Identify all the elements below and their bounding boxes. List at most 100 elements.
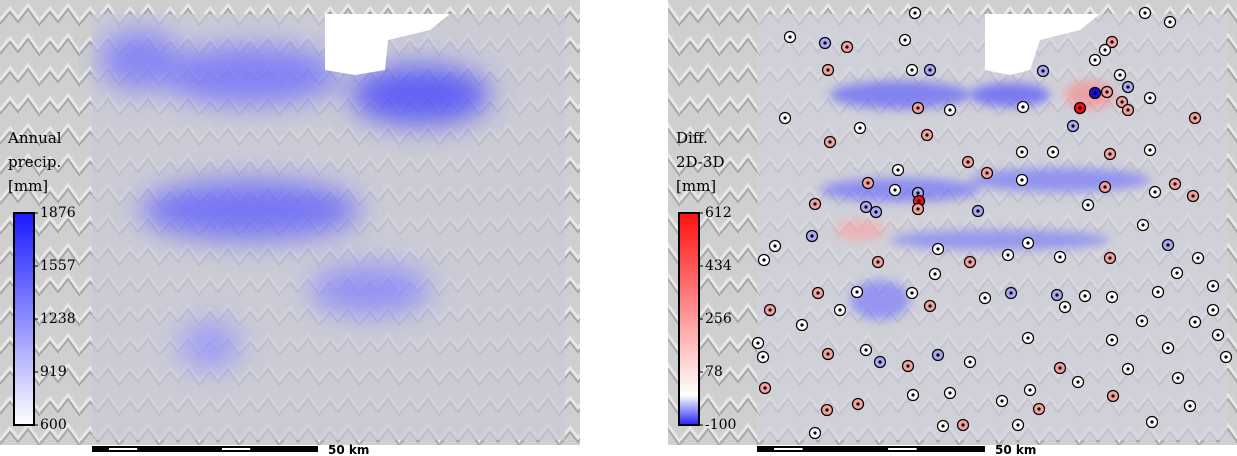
station-dot [762, 258, 765, 261]
station-dot [1126, 85, 1129, 88]
station-dot [783, 116, 786, 119]
station-dot [913, 11, 916, 14]
station-dot [948, 108, 951, 111]
station-dot [1026, 336, 1029, 339]
station-dot [1166, 243, 1169, 246]
station-dot [936, 353, 939, 356]
station-dot [810, 234, 813, 237]
station-dot [1188, 404, 1191, 407]
station-dot [893, 188, 896, 191]
station-dot [866, 181, 869, 184]
station-dot [1103, 48, 1106, 51]
station-dot [1216, 333, 1219, 336]
station-dot [838, 308, 841, 311]
station-dot [1058, 255, 1061, 258]
station-dot [773, 244, 776, 247]
station-dot [828, 140, 831, 143]
station-dot [1108, 256, 1111, 259]
station-dot [788, 35, 791, 38]
station-dot [941, 424, 944, 427]
station-dot [936, 247, 939, 250]
colorbar-tick-label: 600 [40, 417, 67, 433]
station-dot [864, 348, 867, 351]
scale-bar-label: 50 km [995, 443, 1036, 456]
station-dot [1071, 124, 1074, 127]
station-dot [917, 199, 920, 202]
station-dot [1191, 194, 1194, 197]
station-dot [1168, 20, 1171, 23]
station-dot [856, 402, 859, 405]
scale-bar-segment [109, 448, 137, 450]
station-dot [1020, 178, 1023, 181]
station-dot [1193, 116, 1196, 119]
station-dot [1196, 256, 1199, 259]
station-dot [968, 260, 971, 263]
station-dot [1093, 91, 1096, 94]
station-dot [925, 133, 928, 136]
station-dot [1118, 73, 1121, 76]
station-dot [1120, 100, 1123, 103]
station-dot [1111, 394, 1114, 397]
station-dot [983, 296, 986, 299]
station-dot [910, 68, 913, 71]
station-dot [1041, 69, 1044, 72]
colorbar-tick-label: 1238 [40, 311, 76, 327]
station-dot [763, 386, 766, 389]
station-dot [1051, 150, 1054, 153]
station-dot [826, 68, 829, 71]
station-dot [1063, 305, 1066, 308]
station-dot [1175, 271, 1178, 274]
station-dot [903, 38, 906, 41]
station-dot [1211, 308, 1214, 311]
station-dot [1078, 106, 1081, 109]
station-dot [906, 364, 909, 367]
station-dot [816, 291, 819, 294]
station-dot [1148, 148, 1151, 151]
station-dot [1016, 423, 1019, 426]
station-dot [961, 423, 964, 426]
scale-bar-label: 50 km [328, 443, 369, 456]
station-dot [800, 323, 803, 326]
colorbar-tick-label: 1876 [40, 205, 76, 221]
station-dot [878, 360, 881, 363]
station-dot [1156, 290, 1159, 293]
station-dot [1224, 355, 1227, 358]
station-dot [948, 391, 951, 394]
station-dot [1211, 284, 1214, 287]
station-dot [855, 290, 858, 293]
legend-title: [mm] [8, 177, 48, 195]
station-dot [826, 352, 829, 355]
legend-title: precip. [8, 153, 61, 171]
station-dot [761, 355, 764, 358]
station-dot [845, 45, 848, 48]
station-dot [916, 207, 919, 210]
colorbar-tick-label: 256 [705, 311, 732, 327]
station-dot [1150, 420, 1153, 423]
colorbar [14, 213, 34, 425]
precip-map [0, 0, 580, 445]
station-dot [1028, 388, 1031, 391]
station-dot [1105, 90, 1108, 93]
figure: Annualprecip.[mm]18761557123891960050 km… [0, 0, 1237, 456]
colorbar-tick-label: 434 [705, 258, 732, 274]
station-dot [1009, 291, 1012, 294]
station-dot [1103, 185, 1106, 188]
colorbar-tick-label: 78 [705, 364, 723, 380]
station-dot [1193, 320, 1196, 323]
station-dot [1093, 58, 1096, 61]
station-dot [1020, 150, 1023, 153]
station-dot [1140, 319, 1143, 322]
station-dot [1166, 346, 1169, 349]
station-dot [1026, 241, 1029, 244]
station-dot [928, 68, 931, 71]
station-dot [966, 160, 969, 163]
station-dot [916, 106, 919, 109]
station-dot [825, 408, 828, 411]
station-dot [1037, 407, 1040, 410]
station-dot [1173, 182, 1176, 185]
station-dot [1058, 366, 1061, 369]
legend-title: [mm] [676, 177, 716, 195]
colorbar-tick-label: 612 [705, 205, 732, 221]
station-dot [910, 291, 913, 294]
station-dot [1076, 380, 1079, 383]
